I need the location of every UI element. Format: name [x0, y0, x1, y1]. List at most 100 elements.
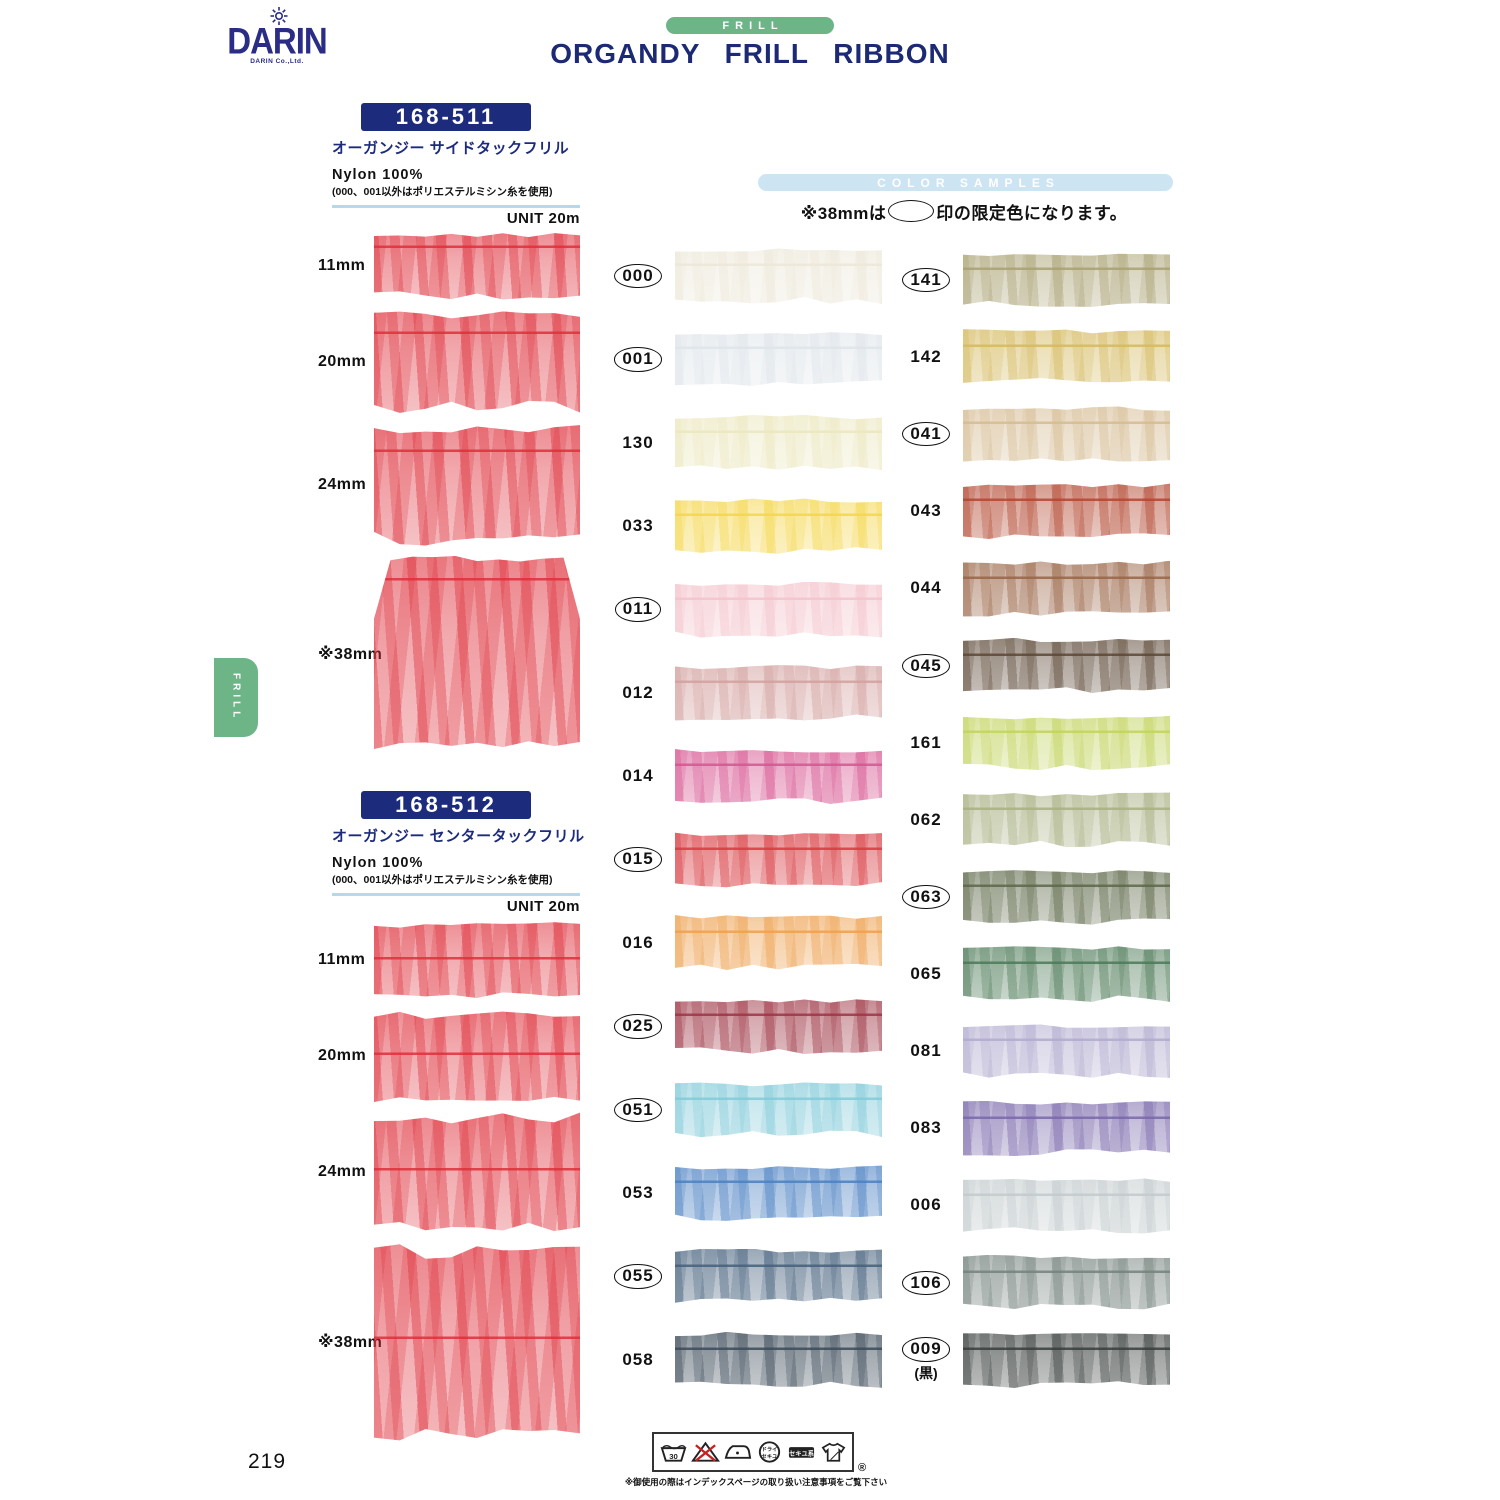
- brand-name: DARIN: [227, 19, 328, 62]
- color-code-cell: 014: [604, 765, 672, 787]
- color-code-circled: 000: [614, 263, 662, 289]
- ribbon-sample-photo: [374, 1112, 580, 1232]
- color-sample-row: 055: [604, 1248, 882, 1305]
- color-code-cell: 006: [892, 1194, 960, 1216]
- color-code-cell: 055: [604, 1264, 672, 1289]
- color-sample-row: 062: [892, 792, 1170, 848]
- ribbon-color-swatch: [675, 581, 882, 638]
- ribbon-sample-photo: [374, 233, 580, 300]
- care-icons: 30 ドライ セキユ セキユ系: [652, 1432, 854, 1472]
- svg-text:30: 30: [669, 1452, 678, 1461]
- color-code-circled: 041: [902, 422, 950, 447]
- color-sample-row: 161: [892, 715, 1170, 771]
- ribbon-color-swatch: [963, 329, 1170, 383]
- size-label: 20mm: [318, 1047, 367, 1064]
- color-sample-row: 053: [604, 1165, 882, 1221]
- ribbon-color-swatch: [675, 1165, 882, 1221]
- color-code: 083: [910, 1118, 942, 1138]
- section-divider: [332, 205, 580, 208]
- ribbon-color-swatch: [963, 1178, 1170, 1234]
- color-code: 053: [622, 1182, 654, 1202]
- svg-text:セキユ: セキユ: [761, 1453, 778, 1460]
- product-sample-list: 11mm 20mm 24mm ※38mm: [318, 232, 580, 752]
- color-code-cell: 001: [604, 347, 672, 372]
- ribbon-color-swatch: [963, 1100, 1170, 1156]
- petrol-tag-icon: セキユ系: [787, 1440, 816, 1464]
- color-code-circled: 045: [902, 653, 950, 678]
- color-code: 006: [910, 1195, 942, 1215]
- ribbon-color-swatch: [963, 637, 1170, 693]
- color-sample-row: 081: [892, 1023, 1170, 1079]
- color-sample-row: 141: [892, 252, 1170, 308]
- product-sample-row: 11mm: [318, 920, 580, 1000]
- color-sample-row: 009 (黒): [892, 1332, 1170, 1388]
- ribbon-color-swatch: [675, 248, 882, 304]
- iron-icon: [723, 1440, 752, 1464]
- product-sample-row: ※38mm: [318, 556, 580, 752]
- ribbon-color-swatch: [675, 1331, 882, 1388]
- ribbon-color-swatch: [963, 1254, 1170, 1310]
- color-code-cell: 000: [604, 263, 672, 289]
- color-code-circled: 011: [614, 597, 662, 622]
- unit-label: UNIT 20m: [506, 210, 580, 227]
- dryclean-icon: ドライ セキユ: [755, 1440, 784, 1464]
- color-code-cell: 015: [604, 847, 672, 872]
- product-name: オーガンジー センタータックフリル: [332, 828, 585, 845]
- ribbon-color-swatch: [675, 1248, 882, 1303]
- color-code-cell: 063: [892, 884, 960, 910]
- ribbon-sample-photo: [374, 311, 580, 413]
- product-material: Nylon 100%: [332, 167, 424, 183]
- color-code-circled: 001: [614, 347, 662, 372]
- color-code-cell: 106: [892, 1270, 960, 1296]
- color-code-cell: 053: [604, 1182, 672, 1204]
- color-code: 044: [910, 578, 942, 598]
- side-tab-label: FRILL: [230, 673, 242, 722]
- note-suffix: 印の限定色になります。: [936, 203, 1128, 223]
- color-sample-row: 012: [604, 665, 882, 721]
- category-pill-label: FRILL: [722, 19, 784, 32]
- ribbon-sample-photo: [374, 922, 580, 998]
- circle-mark-icon: [888, 200, 935, 222]
- product-material-note: (000、001以外はポリエステルミシン糸を使用): [332, 186, 553, 198]
- registered-mark: ®: [858, 1462, 867, 1474]
- ribbon-color-swatch: [963, 253, 1170, 307]
- color-code-circled: 055: [614, 1264, 662, 1289]
- color-code-circled: 106: [902, 1270, 950, 1296]
- ribbon-color-swatch: [963, 946, 1170, 1002]
- ribbon-color-swatch: [963, 406, 1170, 462]
- ribbon-color-swatch: [675, 665, 882, 721]
- product-name: オーガンジー サイドタックフリル: [332, 140, 570, 157]
- side-tab-frill: FRILL: [214, 658, 258, 737]
- page-number: 219: [248, 1450, 287, 1473]
- ribbon-color-swatch: [675, 1082, 882, 1138]
- ribbon-color-swatch: [963, 792, 1170, 848]
- color-sample-row: 130: [604, 414, 882, 471]
- color-sample-row: 045: [892, 637, 1170, 694]
- color-code-circled: 063: [902, 884, 950, 910]
- ribbon-sample-photo: [374, 1244, 580, 1441]
- color-code-cell: 016: [604, 932, 672, 954]
- size-label: 24mm: [318, 476, 367, 493]
- size-label: 20mm: [318, 353, 367, 370]
- ribbon-sample-photo: [374, 425, 580, 546]
- product-sample-list: 11mm 20mm 24mm ※38mm: [318, 920, 580, 1442]
- product-code-badge: 168-512: [361, 791, 531, 819]
- color-code-circled: 025: [614, 1014, 662, 1039]
- color-sample-row: 058: [604, 1331, 882, 1388]
- svg-text:セキユ系: セキユ系: [788, 1448, 814, 1457]
- color-code-cell: 161: [892, 732, 960, 754]
- product-sample-row: 24mm: [318, 424, 580, 546]
- ribbon-color-swatch: [675, 832, 882, 888]
- product-sample-row: 20mm: [318, 310, 580, 414]
- product-section-168-511: 168-511 オーガンジー サイドタックフリル Nylon 100% (000…: [318, 100, 580, 762]
- color-code: 062: [910, 809, 942, 829]
- ribbon-color-swatch: [675, 999, 882, 1054]
- garment-icon: [819, 1440, 848, 1464]
- color-code: 016: [622, 932, 654, 952]
- color-sample-row: 016: [604, 915, 882, 971]
- color-sample-row: 033: [604, 498, 882, 554]
- color-code-note: (黒): [914, 1364, 938, 1381]
- product-material: Nylon 100%: [332, 855, 424, 871]
- color-code: 081: [910, 1041, 942, 1061]
- brand-tagline: DARIN Co.,Ltd.: [250, 58, 304, 65]
